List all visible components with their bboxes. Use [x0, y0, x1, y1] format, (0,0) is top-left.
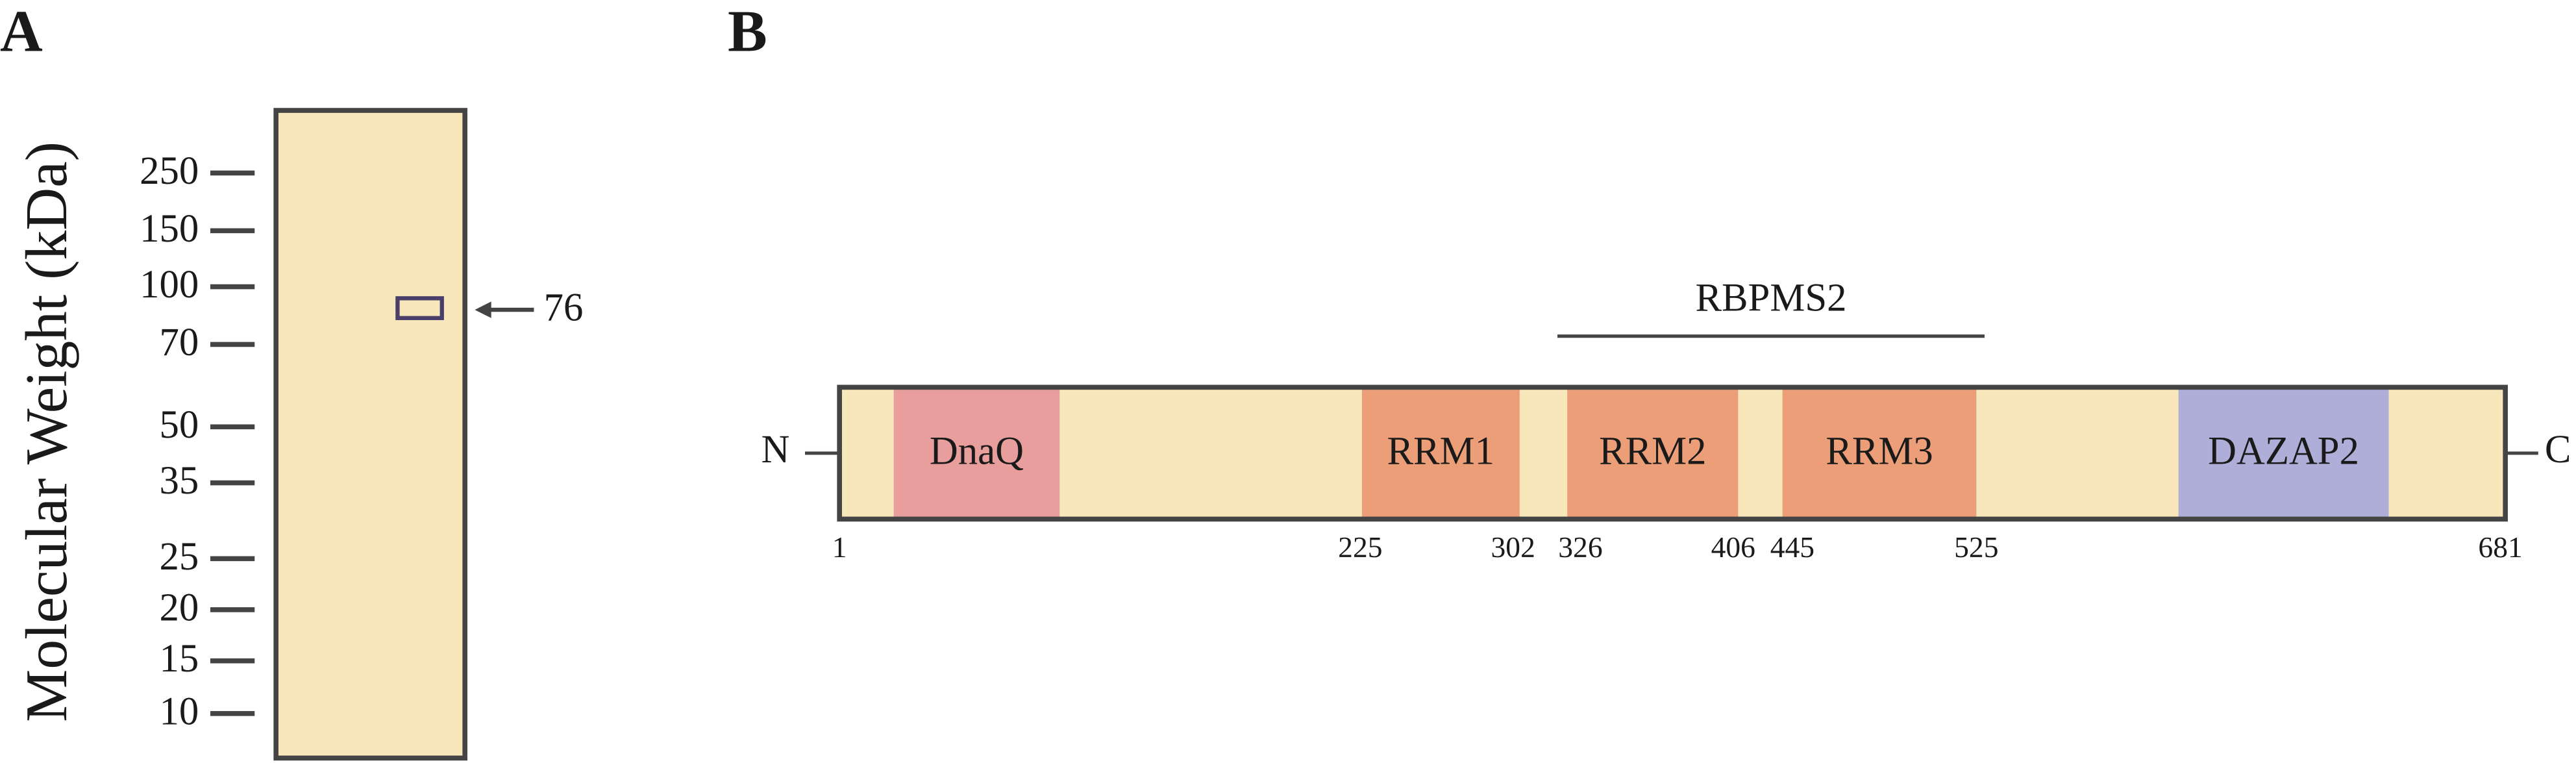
- panel-label: B: [728, 0, 767, 64]
- marker-label: 70: [159, 321, 199, 364]
- marker-label: 150: [140, 207, 199, 251]
- gel-lane: [273, 108, 467, 761]
- marker-label: 10: [159, 690, 199, 733]
- marker-label: 250: [140, 149, 199, 193]
- domain: [2178, 387, 2389, 519]
- marker-label: 20: [159, 586, 199, 629]
- domain-label: DnaQ: [930, 429, 1024, 473]
- marker-label: 25: [159, 535, 199, 579]
- domain-label: RRM3: [1826, 429, 1933, 473]
- panel-label: A: [0, 0, 43, 64]
- domains: DnaQ RRM1 RRM2 RRM3 DAZAP2: [893, 387, 2389, 519]
- domain: [1361, 387, 1520, 519]
- protein-band: [395, 296, 444, 320]
- domain-label: RRM1: [1387, 429, 1494, 473]
- position-label: 445: [1770, 531, 1814, 564]
- c-terminus: C: [2545, 428, 2571, 471]
- position-label: 302: [1491, 531, 1535, 564]
- domain: [1782, 387, 1977, 519]
- n-terminus: N: [762, 428, 790, 471]
- marker-label: 50: [159, 403, 199, 447]
- position-label: 525: [1954, 531, 1998, 564]
- positions: 1 225 302 326 406 445 525 681: [832, 531, 2523, 564]
- band-label: 76: [544, 286, 584, 330]
- domain: [893, 387, 1060, 519]
- position-label: 406: [1711, 531, 1755, 564]
- domain-label: RRM2: [1599, 429, 1706, 473]
- marker-label: 35: [159, 459, 199, 503]
- domain-label: DAZAP2: [2208, 429, 2359, 473]
- marker-ticks: 250 150 100 70 50 35 25 20 15 10: [140, 149, 255, 733]
- position-label: 681: [2478, 531, 2522, 564]
- domain: [1567, 387, 1739, 519]
- arrow-head: [475, 301, 491, 318]
- position-label: 326: [1558, 531, 1602, 564]
- axis-title: Molecular Weight (kDa): [14, 142, 79, 722]
- position-label: 225: [1338, 531, 1382, 564]
- position-label: 1: [832, 531, 847, 564]
- region-label: RBPMS2: [1696, 276, 1847, 319]
- marker-label: 15: [159, 637, 199, 681]
- marker-label: 100: [140, 263, 199, 306]
